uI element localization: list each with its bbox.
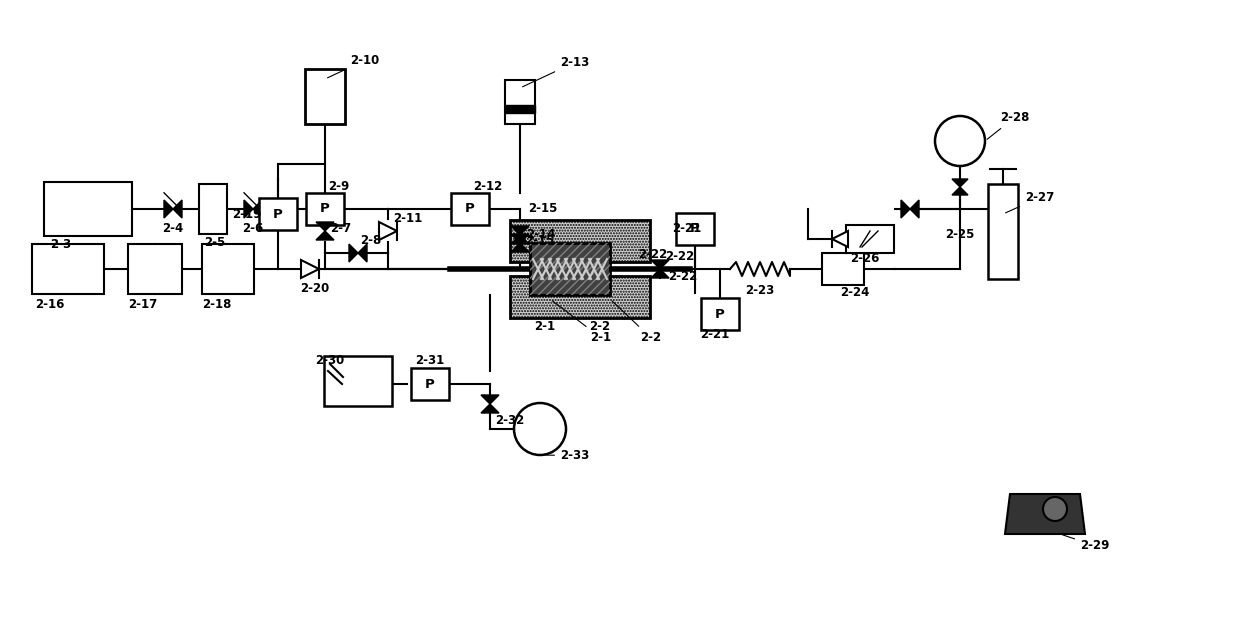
Polygon shape [301,260,319,278]
Text: 2-7: 2-7 [330,223,351,235]
Bar [988,183,1018,278]
Text: 2-29: 2-29 [1063,535,1110,552]
Polygon shape [316,222,334,231]
Polygon shape [511,235,529,244]
Text: 2-20: 2-20 [300,283,330,296]
Bar [306,193,343,225]
Polygon shape [174,200,182,218]
Text: 2-6: 2-6 [242,223,263,235]
Bar [529,243,610,295]
Text: 2-13: 2-13 [522,56,589,87]
Text: P: P [425,378,435,391]
Text: 2-19: 2-19 [232,208,262,220]
Text: 2-31: 2-31 [415,354,444,368]
Polygon shape [253,200,262,218]
Bar [128,244,182,294]
Text: 2-27: 2-27 [1006,191,1054,213]
Text: 2-28: 2-28 [987,111,1029,139]
Bar [505,80,534,124]
Text: 2-16: 2-16 [35,298,64,311]
Text: 2-33: 2-33 [543,449,589,462]
Bar [846,225,894,253]
Bar [43,182,131,236]
Text: 2-11: 2-11 [393,213,423,225]
Text: 2-14: 2-14 [526,228,556,241]
Polygon shape [358,244,367,262]
Text: 2-21: 2-21 [672,223,702,235]
Text: 2-25: 2-25 [945,228,975,240]
Polygon shape [952,187,968,195]
Circle shape [1043,497,1066,521]
Bar [505,105,534,113]
Bar [410,368,449,400]
Text: 2-9: 2-9 [329,180,350,193]
Text: P: P [465,203,475,215]
Bar [701,298,739,330]
Text: 2-18: 2-18 [202,298,232,311]
Polygon shape [481,395,498,404]
Text: 2-3: 2-3 [50,238,71,251]
Text: P: P [691,223,699,235]
Text: 2-32: 2-32 [495,414,525,427]
Polygon shape [832,231,848,247]
Text: 2-26: 2-26 [849,253,879,265]
Text: 2-22: 2-22 [668,270,697,283]
Polygon shape [651,269,670,278]
Text: P: P [320,203,330,215]
Text: 2-2: 2-2 [613,301,661,344]
Polygon shape [952,179,968,187]
Polygon shape [244,200,253,218]
Bar [324,356,392,406]
Text: 2-15: 2-15 [528,203,557,215]
Text: 2-24: 2-24 [839,286,869,300]
Text: 2-10: 2-10 [327,54,379,78]
Text: 2-2: 2-2 [589,321,610,333]
Bar [822,253,864,285]
Polygon shape [316,231,334,240]
Polygon shape [901,200,910,218]
Bar [198,184,227,234]
Text: 2-12: 2-12 [472,180,502,193]
Polygon shape [511,234,529,243]
Bar [676,213,714,245]
Polygon shape [511,226,529,235]
Bar [32,244,104,294]
Text: 2-5: 2-5 [205,236,226,250]
Polygon shape [1004,494,1085,534]
Text: 2-21: 2-21 [701,328,729,341]
Bar [259,198,298,230]
Text: 2-17: 2-17 [128,298,157,311]
Bar [510,276,650,318]
Bar [305,69,345,124]
Polygon shape [481,404,498,413]
Polygon shape [910,200,919,218]
Text: 2-23: 2-23 [745,285,774,298]
Text: 2-15: 2-15 [525,235,554,248]
Bar [529,243,610,295]
Bar [510,220,650,262]
Text: 2-22: 2-22 [639,248,667,261]
Polygon shape [379,222,397,240]
Text: 2-30: 2-30 [315,354,345,368]
Bar [202,244,254,294]
Polygon shape [651,260,670,269]
Text: 2-8: 2-8 [360,235,381,248]
Text: 2-22: 2-22 [665,250,694,263]
Polygon shape [348,244,358,262]
Text: 2-4: 2-4 [162,223,184,235]
Polygon shape [511,243,529,252]
Polygon shape [164,200,174,218]
Text: 2-1: 2-1 [552,301,611,344]
Text: P: P [273,208,283,220]
Text: 2-1: 2-1 [534,321,556,333]
Bar [451,193,489,225]
Text: P: P [715,308,725,321]
